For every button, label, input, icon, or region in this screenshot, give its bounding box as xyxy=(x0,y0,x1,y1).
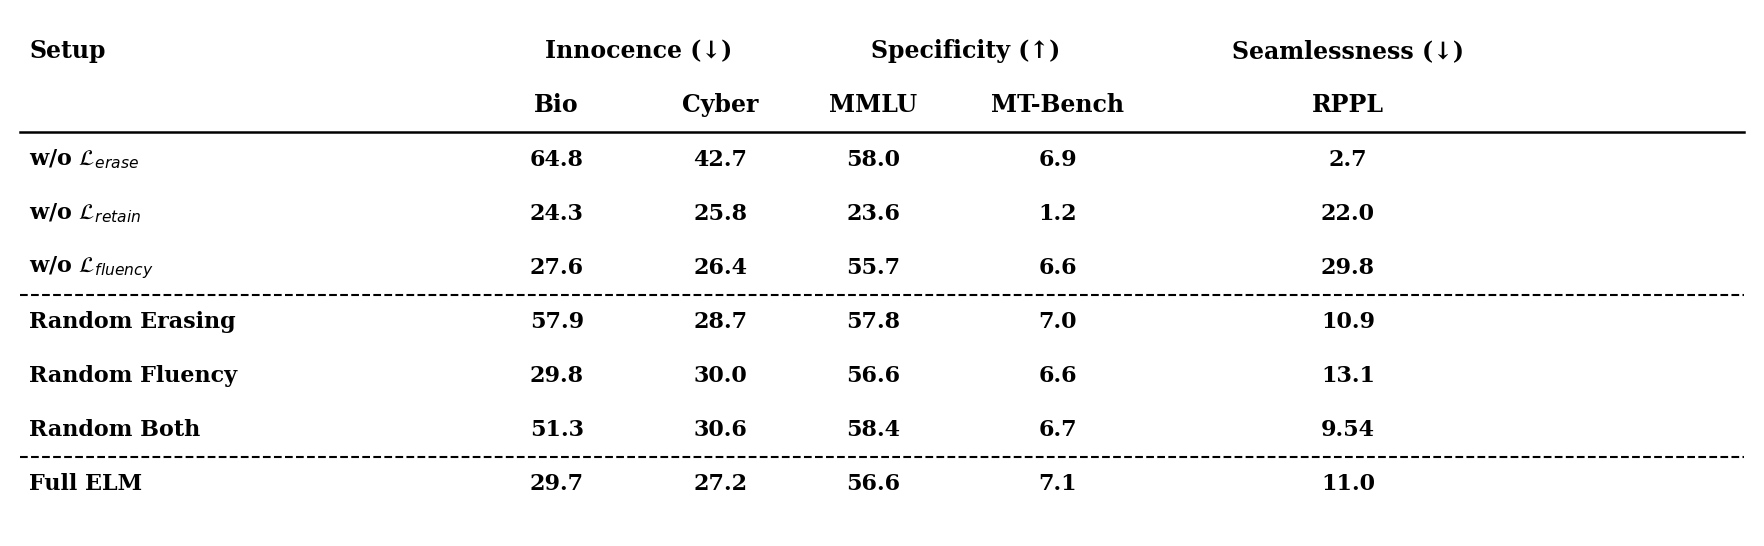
Text: 6.6: 6.6 xyxy=(1039,257,1078,278)
Text: 29.8: 29.8 xyxy=(529,365,584,387)
Text: RPPL: RPPL xyxy=(1312,93,1385,117)
Text: w/o $\mathcal{L}_{erase}$: w/o $\mathcal{L}_{erase}$ xyxy=(30,148,139,171)
Text: 64.8: 64.8 xyxy=(529,149,584,170)
Text: 6.7: 6.7 xyxy=(1039,419,1078,441)
Text: 24.3: 24.3 xyxy=(529,203,584,224)
Text: 10.9: 10.9 xyxy=(1321,311,1374,333)
Text: Innocence (↓): Innocence (↓) xyxy=(545,39,732,63)
Text: 27.6: 27.6 xyxy=(529,257,584,278)
Text: 22.0: 22.0 xyxy=(1321,203,1374,224)
Text: 56.6: 56.6 xyxy=(847,365,900,387)
Text: w/o $\mathcal{L}_{retain}$: w/o $\mathcal{L}_{retain}$ xyxy=(30,202,141,225)
Text: Random Fluency: Random Fluency xyxy=(30,365,238,387)
Text: Full ELM: Full ELM xyxy=(30,473,143,495)
Text: 51.3: 51.3 xyxy=(529,419,584,441)
Text: Specificity (↑): Specificity (↑) xyxy=(871,39,1060,63)
Text: 9.54: 9.54 xyxy=(1321,419,1374,441)
Text: w/o $\mathcal{L}_{fluency}$: w/o $\mathcal{L}_{fluency}$ xyxy=(30,254,153,281)
Text: 7.0: 7.0 xyxy=(1039,311,1078,333)
Text: 28.7: 28.7 xyxy=(693,311,748,333)
Text: 2.7: 2.7 xyxy=(1328,149,1367,170)
Text: 56.6: 56.6 xyxy=(847,473,900,495)
Text: 6.9: 6.9 xyxy=(1039,149,1078,170)
Text: MMLU: MMLU xyxy=(829,93,917,117)
Text: Random Erasing: Random Erasing xyxy=(30,311,236,333)
Text: 58.0: 58.0 xyxy=(847,149,900,170)
Text: 57.8: 57.8 xyxy=(847,311,900,333)
Text: 55.7: 55.7 xyxy=(847,257,900,278)
Text: 11.0: 11.0 xyxy=(1321,473,1374,495)
Text: 7.1: 7.1 xyxy=(1039,473,1078,495)
Text: Cyber: Cyber xyxy=(683,93,759,117)
Text: Seamlessness (↓): Seamlessness (↓) xyxy=(1231,39,1464,63)
Text: 29.8: 29.8 xyxy=(1321,257,1376,278)
Text: Random Both: Random Both xyxy=(30,419,201,441)
Text: 6.6: 6.6 xyxy=(1039,365,1078,387)
Text: Setup: Setup xyxy=(30,39,106,63)
Text: 26.4: 26.4 xyxy=(693,257,748,278)
Text: 42.7: 42.7 xyxy=(693,149,748,170)
Text: 23.6: 23.6 xyxy=(847,203,900,224)
Text: Bio: Bio xyxy=(534,93,579,117)
Text: MT-Bench: MT-Bench xyxy=(991,93,1124,117)
Text: 1.2: 1.2 xyxy=(1039,203,1078,224)
Text: 27.2: 27.2 xyxy=(693,473,748,495)
Text: 25.8: 25.8 xyxy=(693,203,748,224)
Text: 30.0: 30.0 xyxy=(693,365,748,387)
Text: 29.7: 29.7 xyxy=(529,473,584,495)
Text: 57.9: 57.9 xyxy=(529,311,584,333)
Text: 58.4: 58.4 xyxy=(847,419,900,441)
Text: 30.6: 30.6 xyxy=(693,419,748,441)
Text: 13.1: 13.1 xyxy=(1321,365,1374,387)
